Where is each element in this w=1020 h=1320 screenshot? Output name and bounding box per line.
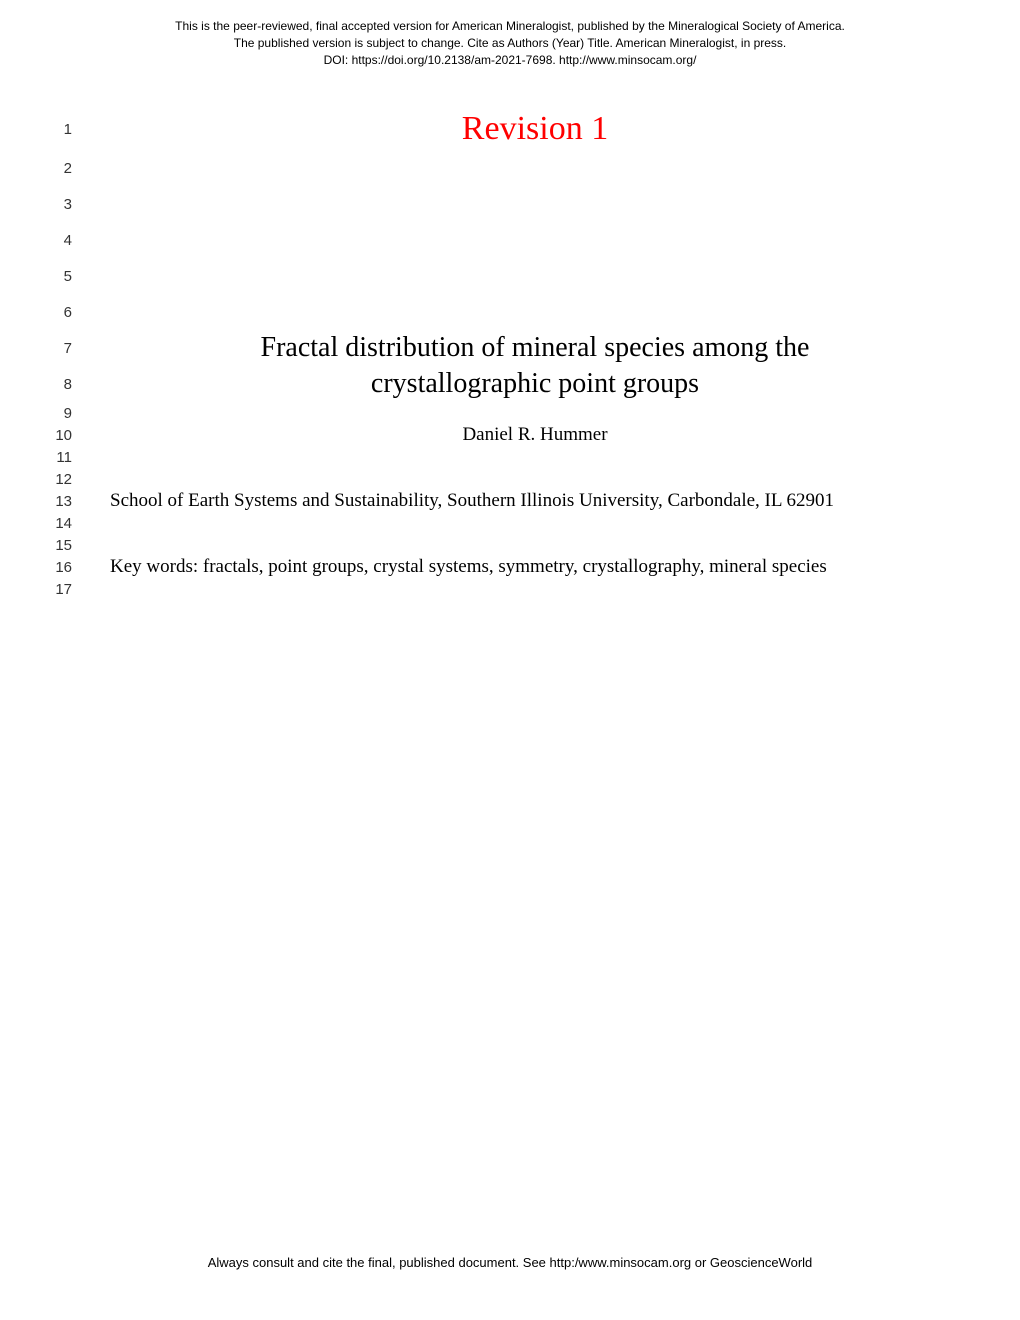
line-number: 7: [0, 330, 72, 366]
line-number: 16: [0, 556, 72, 578]
line-number: 15: [0, 534, 72, 556]
blank-line: [110, 294, 960, 330]
header-line-3: DOI: https://doi.org/10.2138/am-2021-769…: [0, 52, 1020, 69]
header-notice: This is the peer-reviewed, final accepte…: [0, 0, 1020, 68]
author-name: Daniel R. Hummer: [110, 424, 960, 446]
line-number: 1: [0, 108, 72, 150]
paper-title-line-1: Fractal distribution of mineral species …: [110, 330, 960, 366]
line-number: 13: [0, 490, 72, 512]
affiliation: School of Earth Systems and Sustainabili…: [110, 490, 960, 512]
line-number: 17: [0, 578, 72, 600]
footer-notice: Always consult and cite the final, publi…: [0, 1255, 1020, 1270]
line-numbers-column: 1 2 3 4 5 6 7 8 9 10 11 12 13 14 15 16 1…: [0, 108, 90, 600]
line-number: 8: [0, 366, 72, 402]
blank-line: [110, 150, 960, 186]
line-number: 9: [0, 402, 72, 424]
line-number: 6: [0, 294, 72, 330]
blank-line: [110, 578, 960, 600]
paper-title-line-2: crystallographic point groups: [110, 366, 960, 402]
blank-line: [110, 534, 960, 556]
line-number: 2: [0, 150, 72, 186]
content-area: 1 2 3 4 5 6 7 8 9 10 11 12 13 14 15 16 1…: [0, 68, 1020, 600]
blank-line: [110, 512, 960, 534]
line-number: 10: [0, 424, 72, 446]
line-number: 12: [0, 468, 72, 490]
blank-line: [110, 468, 960, 490]
main-text-column: Revision 1 Fractal distribution of miner…: [90, 108, 1020, 600]
line-number: 4: [0, 222, 72, 258]
line-number: 11: [0, 446, 72, 468]
blank-line: [110, 258, 960, 294]
line-number: 14: [0, 512, 72, 534]
blank-line: [110, 402, 960, 424]
keywords: Key words: fractals, point groups, cryst…: [110, 556, 960, 578]
blank-line: [110, 222, 960, 258]
line-number: 3: [0, 186, 72, 222]
blank-line: [110, 186, 960, 222]
line-number: 5: [0, 258, 72, 294]
revision-title: Revision 1: [110, 108, 960, 150]
header-line-1: This is the peer-reviewed, final accepte…: [0, 18, 1020, 35]
header-line-2: The published version is subject to chan…: [0, 35, 1020, 52]
blank-line: [110, 446, 960, 468]
